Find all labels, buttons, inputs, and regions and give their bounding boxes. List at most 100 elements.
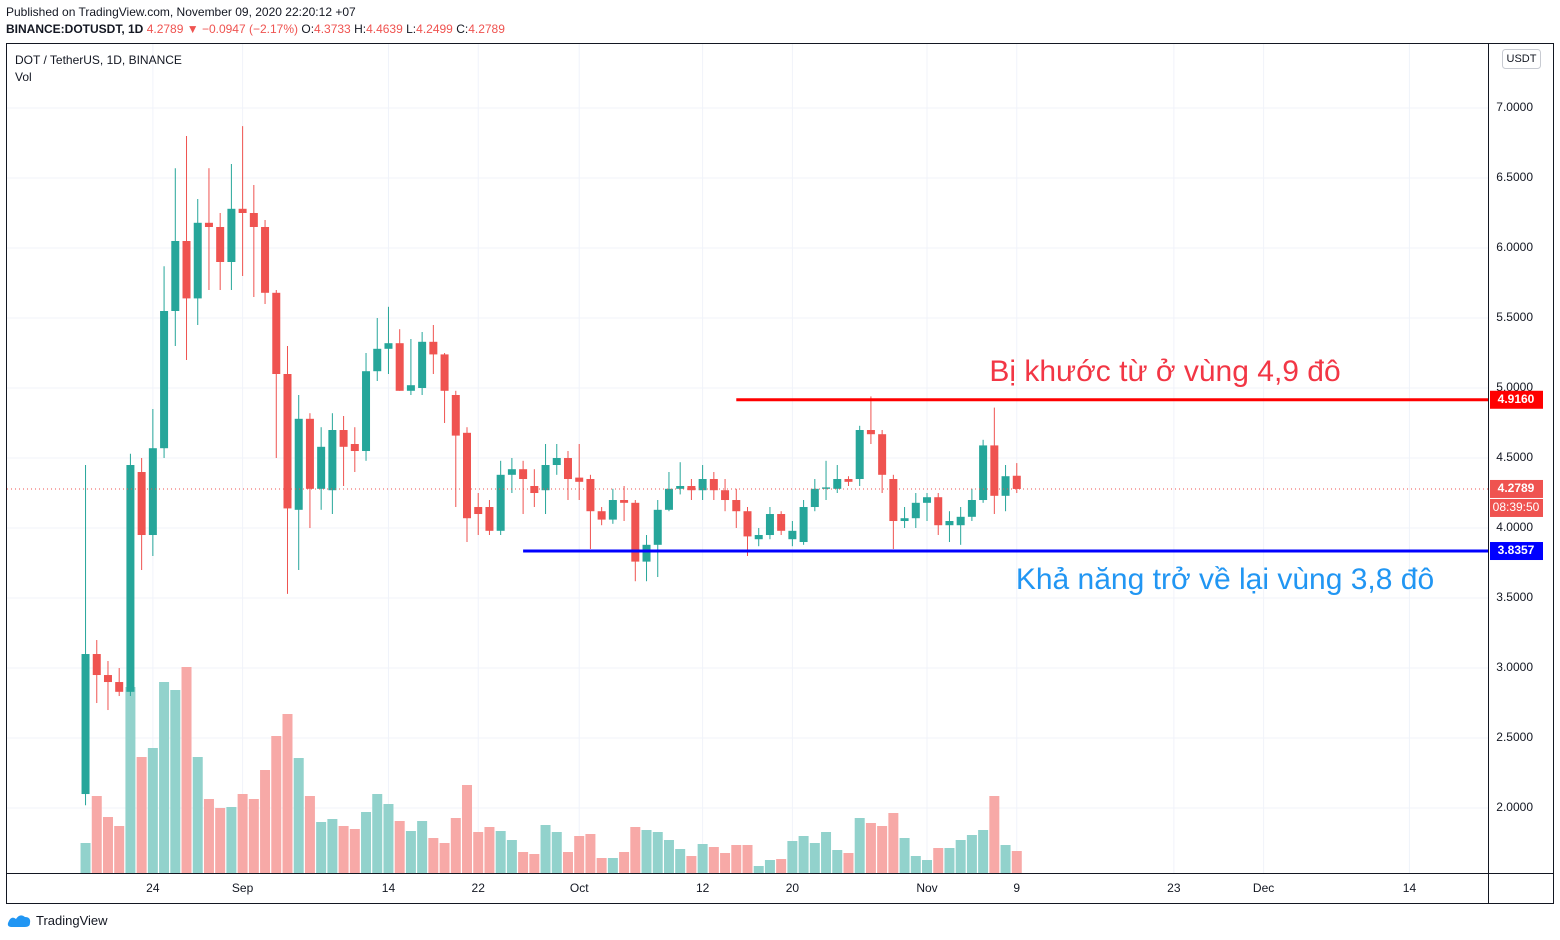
candle-body — [103, 675, 112, 683]
volume-bar — [170, 690, 181, 873]
volume-bar — [652, 832, 663, 873]
y-tick-label: 5.5000 — [1496, 310, 1533, 324]
volume-bar — [832, 850, 843, 873]
volume-bar — [102, 817, 113, 873]
volume-bar — [899, 838, 910, 873]
candle-body — [765, 514, 774, 536]
volume-bar — [787, 841, 798, 873]
x-tick-label: 22 — [472, 881, 486, 895]
x-tick-label: 20 — [786, 881, 800, 895]
y-tick-label: 3.5000 — [1496, 590, 1533, 604]
candle-body — [732, 500, 741, 512]
volume-bar — [809, 843, 820, 873]
volume-bar — [978, 830, 989, 873]
countdown: 08:39:50 — [1493, 500, 1540, 514]
candle-body — [81, 654, 90, 795]
volume-bar — [450, 818, 461, 873]
volume-bar — [114, 826, 125, 873]
x-tick-label: 9 — [1013, 881, 1020, 895]
candle-body — [1012, 475, 1021, 489]
candle-body — [485, 507, 494, 531]
volume-bar — [574, 836, 585, 873]
volume-bar — [327, 819, 338, 873]
x-tick-label: Sep — [232, 881, 254, 895]
volume-bar — [506, 840, 517, 873]
volume-bar — [248, 799, 259, 873]
volume-bar — [80, 843, 91, 873]
candle-body — [182, 240, 191, 299]
volume-bar — [585, 834, 596, 873]
y-tick-label: 2.5000 — [1496, 730, 1533, 744]
volume-bar — [843, 853, 854, 873]
candle-body — [552, 458, 561, 466]
volume-bar — [462, 785, 473, 873]
volume-bar — [562, 852, 573, 873]
y-tick-label: 5.0000 — [1496, 380, 1533, 394]
volume-bar — [630, 827, 641, 873]
candle-body — [272, 292, 281, 375]
candle-body — [440, 354, 449, 391]
volume-bar — [428, 838, 439, 873]
candle-body — [923, 497, 932, 503]
candle-body — [934, 497, 943, 526]
candle-body — [664, 488, 673, 510]
volume-bar — [293, 758, 304, 873]
volume-bar — [922, 860, 933, 873]
volume-bar — [495, 831, 506, 873]
volume-bar — [394, 821, 405, 873]
candle-body — [608, 500, 617, 520]
volume-bar — [955, 840, 966, 873]
footer: TradingView — [6, 911, 108, 929]
volume-bar — [944, 848, 955, 873]
y-tick-label: 4.0000 — [1496, 520, 1533, 534]
candle-body — [822, 487, 831, 489]
candle-body — [810, 488, 819, 508]
candle-body — [911, 502, 920, 519]
candle-body — [878, 434, 887, 475]
candle-body — [148, 448, 157, 536]
volume-bar — [91, 796, 102, 873]
volume-bar — [798, 836, 809, 873]
candle-body — [160, 310, 169, 449]
volume-bar — [596, 858, 607, 873]
candle-body — [328, 430, 337, 491]
candle-body — [900, 518, 909, 522]
candle-body — [339, 430, 348, 447]
volume-bar — [260, 770, 271, 873]
ohlc-key: O: — [301, 22, 315, 36]
candle-body — [967, 500, 976, 517]
volume-bar — [316, 822, 327, 873]
volume-bar — [1011, 851, 1022, 873]
ohlc-key: C: — [456, 22, 469, 36]
last: 4.2789 — [146, 22, 184, 36]
candle-body — [463, 432, 472, 519]
candle-body — [1001, 476, 1010, 496]
candle-body — [261, 226, 270, 293]
line-price-label: 3.8357 — [1498, 543, 1535, 557]
candle-body — [721, 490, 730, 501]
volume-bar — [641, 830, 652, 873]
candle-body — [754, 535, 763, 540]
volume-legend: Vol — [15, 70, 32, 84]
candle-body — [317, 446, 326, 489]
candle-body — [687, 486, 696, 491]
volume-bar — [854, 818, 865, 873]
volume-bar — [764, 860, 775, 873]
y-tick-label: 3.0000 — [1496, 660, 1533, 674]
candle-body — [676, 486, 685, 489]
candle-body — [866, 430, 875, 435]
candle-body — [889, 479, 898, 522]
line-price-box — [1490, 542, 1543, 561]
ohlc-value: 4.4639 — [366, 22, 403, 36]
ohlc: O:4.3733 H:4.4639 L:4.2499 C:4.2789 — [298, 22, 505, 36]
candle-body — [227, 208, 236, 262]
volume-pane — [80, 667, 1022, 873]
brand: TradingView — [36, 912, 108, 928]
candle-body — [653, 509, 662, 545]
x-tick-label: 23 — [1167, 881, 1181, 895]
volume-bar — [159, 682, 170, 873]
volume-bar — [708, 847, 719, 873]
candle-body — [507, 469, 516, 475]
volume-bar — [361, 812, 372, 873]
candle-body — [238, 208, 247, 213]
